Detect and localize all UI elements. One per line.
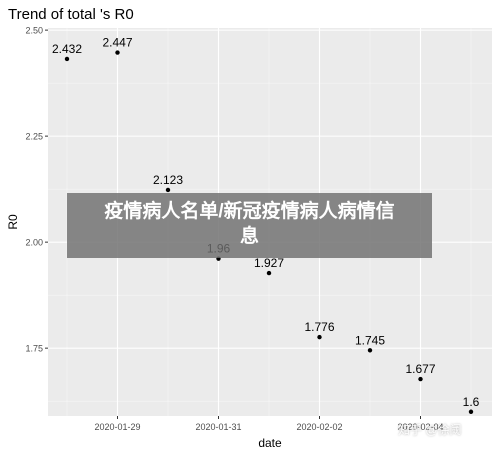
data-label: 1.677 — [405, 362, 435, 376]
overlay-line-1: 疫情病人名单/新冠疫情病人病情信 — [104, 201, 395, 222]
y-tick-label: 2.50 — [25, 26, 43, 36]
x-tick-label: 2020-01-31 — [195, 422, 241, 432]
data-label: 2.432 — [52, 42, 82, 56]
chart-title: Trend of total 's R0 — [8, 6, 134, 23]
data-label: 1.745 — [355, 333, 385, 347]
overlay-banner: 疫情病人名单/新冠疫情病人病情信 息 — [67, 193, 432, 258]
y-tick-label: 2.25 — [25, 132, 43, 142]
data-point — [266, 270, 272, 276]
axis-ticks: 1.75 2.00 2.25 2.50 2020-01-29 2020-01-31 2020… — [25, 26, 443, 432]
y-tick-label: 1.75 — [25, 344, 43, 354]
x-tick-label: 2020-01-29 — [94, 422, 140, 432]
y-axis-label: R0 — [6, 214, 20, 230]
watermark: 知乎 @徐阈 — [398, 423, 462, 437]
overlay-line-2: 息 — [239, 226, 259, 247]
data-label: 2.447 — [102, 36, 132, 50]
data-label: 2.123 — [153, 173, 183, 187]
data-label: 1.776 — [304, 320, 334, 334]
data-point — [317, 334, 322, 340]
y-tick-label: 2.00 — [25, 238, 43, 248]
data-point — [468, 409, 474, 414]
x-tick-label: 2020-02-04 — [397, 422, 443, 432]
data-label: 1.927 — [254, 256, 284, 270]
x-tick-label: 2020-02-02 — [296, 422, 342, 432]
x-axis-label: date — [258, 436, 282, 450]
data-point — [367, 348, 373, 353]
data-point — [165, 187, 171, 193]
data-label: 1.6 — [463, 395, 480, 409]
data-point — [418, 376, 423, 382]
data-point — [115, 50, 120, 55]
data-labels: 2.4322.4472.1231.961.9271.7761.7451.6771… — [52, 36, 480, 409]
overlay-text: 疫情病人名单/新冠疫情病人病情信 息 — [67, 199, 432, 249]
data-point — [64, 56, 70, 62]
